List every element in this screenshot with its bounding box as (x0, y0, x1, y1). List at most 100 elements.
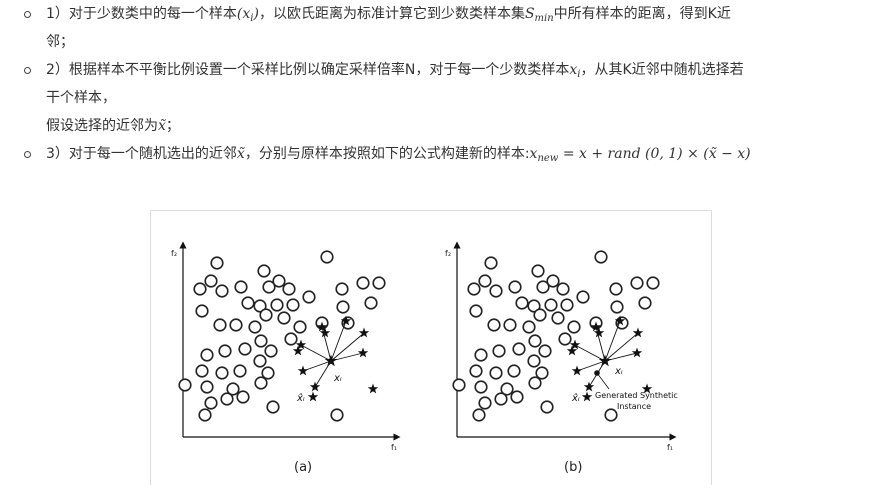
caption-b: (b) (564, 460, 582, 475)
minority-samples (292, 315, 379, 402)
majority-sample-circle (238, 342, 252, 356)
majority-sample-circle (609, 282, 623, 296)
neighbor-lines (300, 320, 365, 388)
majority-sample-circle (236, 390, 250, 404)
majority-sample-circle (210, 256, 224, 270)
majority-sample-circle (277, 311, 291, 325)
formula-sub: new (537, 153, 559, 164)
step-3-mid: ，分别与原样本按照如下的公式构建新的样本: (244, 146, 530, 162)
majority-sample-circle (215, 366, 229, 380)
majority-sample-circle (630, 276, 644, 290)
majority-sample-circle (200, 348, 214, 362)
majority-sample-circle (528, 376, 542, 390)
majority-sample-circle (478, 274, 492, 288)
majority-sample-circle (638, 296, 652, 310)
majority-sample-circle (261, 366, 275, 380)
majority-sample-circle (266, 400, 280, 414)
majority-sample-circle (576, 290, 590, 304)
panel-a: f₂ f₁ xᵢ x̂ᵢ (a) (171, 241, 401, 475)
annotation-text: Generated Synthetic (595, 391, 678, 400)
math-xtilde: x̃ (158, 118, 166, 134)
xhat-label: x̂ᵢ (571, 392, 580, 404)
minority-sample-star (632, 327, 644, 338)
majority-sample-circle (494, 392, 508, 406)
majority-sample-circle (262, 280, 276, 294)
majority-sample-circle (512, 342, 526, 356)
bullet-icon (24, 151, 31, 158)
majority-sample-circle (286, 298, 300, 312)
majority-sample-circle (474, 380, 488, 394)
step-1-text: 1）对于少数类中的每一个样本 (46, 6, 237, 22)
majority-sample-circle (302, 290, 316, 304)
majority-sample-circle (522, 320, 536, 334)
majority-sample-circle (215, 284, 229, 298)
smote-steps-list: 1）对于少数类中的每一个样本(xi)，以欧氏距离为标准计算它到少数类样本集Smi… (22, 0, 872, 168)
minority-sample-star (581, 391, 593, 402)
minority-sample-star (367, 383, 379, 394)
center-sample-star (598, 354, 612, 367)
majority-sample-circle (508, 280, 522, 294)
minority-sample-star (295, 339, 307, 350)
majority-sample-circle (452, 378, 466, 392)
majority-sample-circle (254, 334, 268, 348)
step-1: 1）对于少数类中的每一个样本(xi)，以欧氏距离为标准计算它到少数类样本集Smi… (22, 0, 872, 28)
majority-sample-circle (293, 320, 307, 334)
majority-samples (452, 250, 660, 422)
majority-sample-circle (484, 256, 498, 270)
neighbor-line (300, 344, 332, 362)
minority-sample-star (316, 321, 328, 332)
majority-sample-circle (535, 366, 549, 380)
minority-sample-star (309, 381, 321, 392)
majority-sample-circle (193, 282, 207, 296)
majority-sample-circle (507, 364, 521, 378)
center-sample-star (324, 354, 338, 367)
neighbor-line (330, 332, 365, 362)
math-smin-sub: min (534, 13, 554, 24)
step-2-suffix: ，从其K近邻中随机选择若 (580, 62, 744, 78)
majority-sample-circle (336, 300, 350, 314)
neighbor-line (604, 352, 638, 362)
majority-sample-circle (264, 344, 278, 358)
minority-sample-star (641, 383, 653, 394)
minority-sample-star (297, 365, 309, 376)
minority-sample-star (292, 345, 304, 356)
majority-sample-circle (515, 296, 529, 310)
panel-b: f₂ f₁ xᵢ x̂ᵢ Generated Synthetic Instanc… (445, 241, 678, 475)
majority-sample-circle (527, 299, 541, 313)
majority-sample-circle (469, 364, 483, 378)
majority-sample-circle (248, 320, 262, 334)
majority-sample-circle (487, 318, 501, 332)
step-2-extra: 假设选择的近邻为x̃； (22, 112, 872, 140)
majority-sample-circle (226, 382, 240, 396)
majority-sample-circle (259, 308, 273, 322)
minority-sample-star (614, 315, 626, 326)
majority-sample-circle (178, 378, 192, 392)
majority-sample-circle (218, 344, 232, 358)
neighbor-line (604, 332, 639, 362)
step-1-mid: ，以欧氏距离为标准计算它到少数类样本集 (258, 6, 525, 22)
math-xi: x (569, 62, 578, 78)
majority-sample-circle (320, 250, 334, 264)
y-axis-label: f₂ (171, 249, 177, 258)
majority-sample-circle (272, 274, 286, 288)
step-2-wrap: 干个样本， (22, 84, 872, 112)
step-3: 3）对于每一个随机选出的近邻x̃，分别与原样本按照如下的公式构建新的样本:xne… (22, 140, 872, 168)
minority-sample-star (357, 347, 369, 358)
majority-sample-circle (233, 364, 247, 378)
neighbor-line (330, 352, 364, 362)
majority-sample-circle (551, 311, 565, 325)
caption-a: (a) (294, 460, 312, 475)
majority-sample-circle (489, 366, 503, 380)
majority-sample-circle (556, 282, 570, 296)
majority-sample-circle (540, 400, 554, 414)
formula-rhs: = x + rand (0, 1) × (x̃ − x) (558, 146, 751, 162)
majority-sample-circle (234, 280, 248, 294)
majority-sample-circle (527, 354, 541, 368)
majority-sample-circle (567, 320, 581, 334)
neighbor-lines (574, 320, 639, 388)
y-axis-label: f₂ (445, 249, 451, 258)
majority-sample-circle (594, 250, 608, 264)
xi-label: xᵢ (614, 366, 623, 377)
majority-sample-circle (254, 376, 268, 390)
math-paren: ) (253, 6, 259, 22)
